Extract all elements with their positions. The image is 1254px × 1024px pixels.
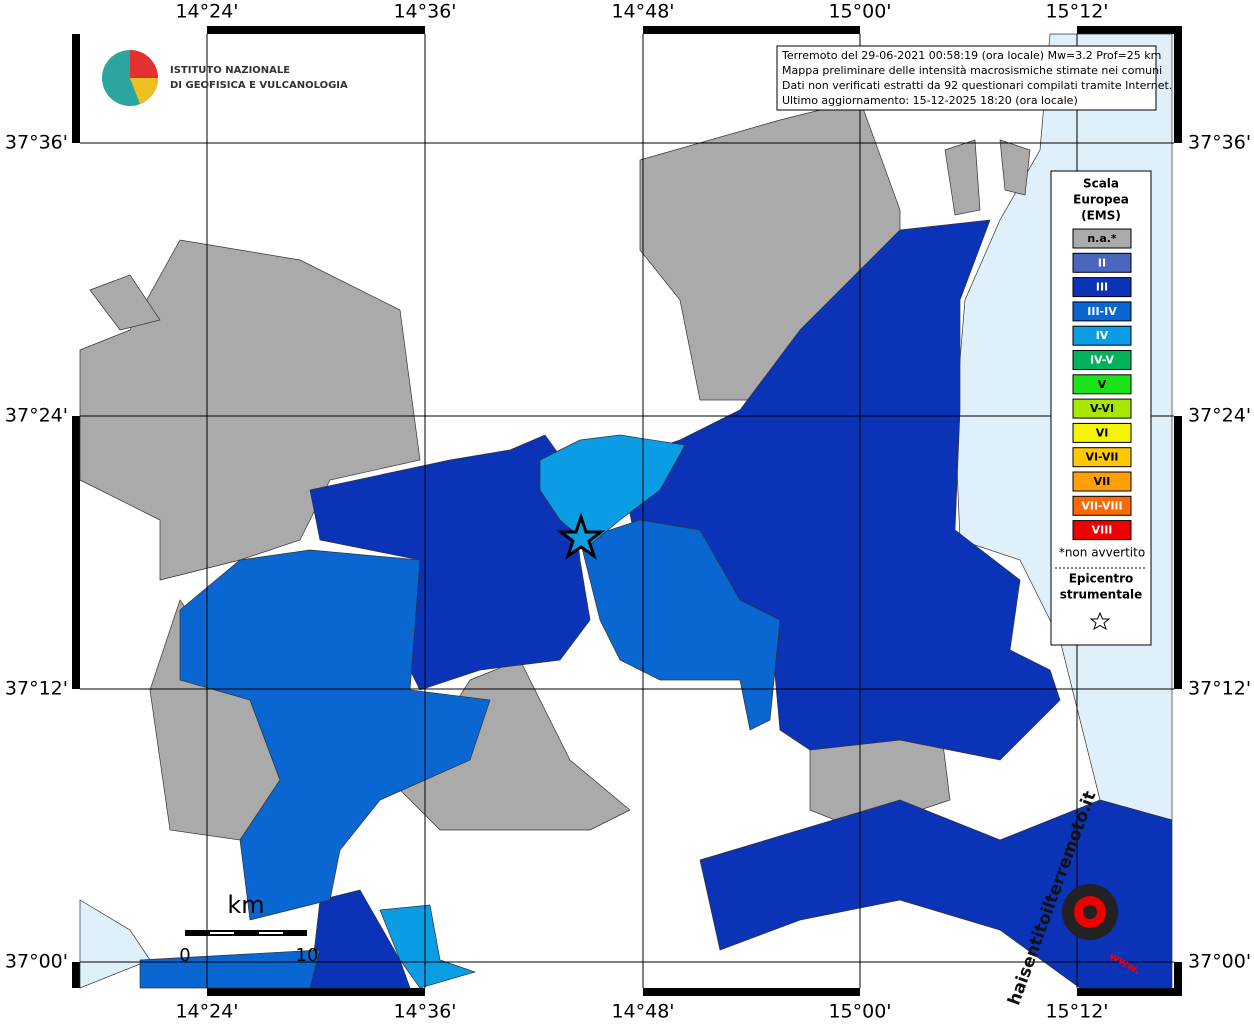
legend-label: IV-V bbox=[1090, 354, 1115, 367]
legend: ScalaEuropea(EMS)n.a.*IIIIIIII-IVIVIV-VV… bbox=[1059, 177, 1145, 602]
legend-epicenter: strumentale bbox=[1060, 588, 1143, 602]
legend-swatch bbox=[1072, 374, 1132, 395]
region-na bbox=[79, 239, 421, 581]
legend-swatch bbox=[1072, 398, 1132, 419]
info-lines: Terremoto del 29-06-2021 00:58:19 (ora l… bbox=[781, 49, 1172, 107]
legend-label: VIII bbox=[1092, 524, 1113, 537]
region-iv bbox=[379, 904, 477, 989]
info-line: Ultimo aggiornamento: 15-12-2025 18:20 (… bbox=[782, 94, 1078, 107]
legend-label: V-VI bbox=[1090, 402, 1114, 415]
lon-label: 14°36' bbox=[393, 1001, 456, 1023]
legend-swatch bbox=[1072, 495, 1132, 516]
legend-swatch bbox=[1072, 252, 1132, 273]
lon-label: 14°48' bbox=[611, 1001, 674, 1023]
tick-labels: 14°24' 14°24' 14°36' 14°36' 14°48' 14°48' 15°0… bbox=[5, 1, 1251, 1023]
legend-swatch bbox=[1072, 228, 1132, 249]
lon-label: 15°12' bbox=[1045, 1001, 1108, 1023]
legend-epicenter: Epicentro bbox=[1069, 572, 1134, 586]
lon-label: 14°24' bbox=[175, 1, 238, 23]
lat-label: 37°00' bbox=[5, 951, 68, 973]
lat-label: 37°36' bbox=[5, 132, 68, 154]
legend-swatch bbox=[1072, 471, 1132, 492]
frame-pattern bbox=[72, 26, 1182, 996]
legend-swatch bbox=[1072, 447, 1132, 468]
legend-title: Scala bbox=[1083, 177, 1119, 191]
region-iii-iv bbox=[579, 519, 781, 731]
logo-globe bbox=[130, 78, 158, 104]
logo-text: DI GEOFISICA E VULCANOLOGIA bbox=[170, 80, 348, 91]
lon-label: 15°12' bbox=[1045, 1, 1108, 23]
region-iv bbox=[539, 434, 686, 546]
legend-title: Europea bbox=[1073, 193, 1129, 207]
legend-swatch bbox=[1072, 520, 1132, 541]
info-box bbox=[776, 45, 1157, 111]
scale-end: 10 bbox=[296, 945, 319, 966]
region-iii bbox=[699, 799, 1173, 989]
legend-label: II bbox=[1098, 256, 1106, 269]
lat-label: 37°24' bbox=[5, 405, 68, 427]
legend-label: VII-VIII bbox=[1081, 499, 1122, 512]
lat-label: 37°24' bbox=[1188, 405, 1251, 427]
legend-swatch bbox=[1072, 301, 1132, 322]
legend-label: n.a.* bbox=[1087, 232, 1117, 245]
legend-label: III bbox=[1096, 281, 1108, 294]
legend-swatch bbox=[1072, 325, 1132, 346]
region-iii-iv bbox=[179, 549, 491, 921]
legend-label: IV bbox=[1096, 329, 1109, 342]
legend-label: VI-VII bbox=[1085, 451, 1118, 464]
legend-title: (EMS) bbox=[1081, 209, 1121, 223]
scale-bar-segment bbox=[259, 932, 283, 934]
legend-swatch bbox=[1072, 277, 1132, 298]
legend-note: *non avvertito bbox=[1059, 546, 1145, 560]
legend-label: VI bbox=[1096, 426, 1109, 439]
scale-start: 0 bbox=[179, 945, 190, 966]
lon-label: 15°00' bbox=[828, 1, 891, 23]
legend-swatch bbox=[1072, 422, 1132, 443]
region-na bbox=[89, 274, 161, 331]
legend-swatch bbox=[1072, 350, 1132, 370]
epicenter bbox=[556, 512, 606, 560]
info-line: Terremoto del 29-06-2021 00:58:19 (ora l… bbox=[781, 49, 1161, 62]
legend-label: III-IV bbox=[1087, 305, 1117, 318]
scale-bar: km 0 10 bbox=[179, 891, 318, 966]
watermark-icon bbox=[1083, 905, 1097, 919]
lon-label: 14°36' bbox=[393, 1, 456, 23]
scale-bar-body bbox=[185, 930, 307, 936]
lat-label: 37°12' bbox=[5, 678, 68, 700]
lat-label: 37°00' bbox=[1188, 951, 1251, 973]
logo-text: ISTITUTO NAZIONALE bbox=[170, 65, 290, 76]
info-line: Dati non verificati estratti da 92 quest… bbox=[782, 79, 1172, 92]
info-line: Mappa preliminare delle intensità macros… bbox=[782, 64, 1162, 77]
lon-label: 15°00' bbox=[828, 1001, 891, 1023]
legend-label: VII bbox=[1094, 475, 1111, 488]
legend-label: V bbox=[1098, 378, 1107, 391]
logo: ISTITUTO NAZIONALE DI GEOFISICA E VULCAN… bbox=[102, 50, 348, 106]
lat-label: 37°36' bbox=[1188, 132, 1251, 154]
region-iii-iv bbox=[139, 949, 321, 989]
lat-label: 37°12' bbox=[1188, 678, 1251, 700]
legend-star bbox=[1089, 611, 1111, 631]
logo-globe bbox=[130, 50, 158, 78]
scale-bar-segment bbox=[210, 932, 234, 934]
lon-label: 14°24' bbox=[175, 1001, 238, 1023]
lon-label: 14°48' bbox=[611, 1, 674, 23]
scale-unit: km bbox=[227, 891, 264, 919]
